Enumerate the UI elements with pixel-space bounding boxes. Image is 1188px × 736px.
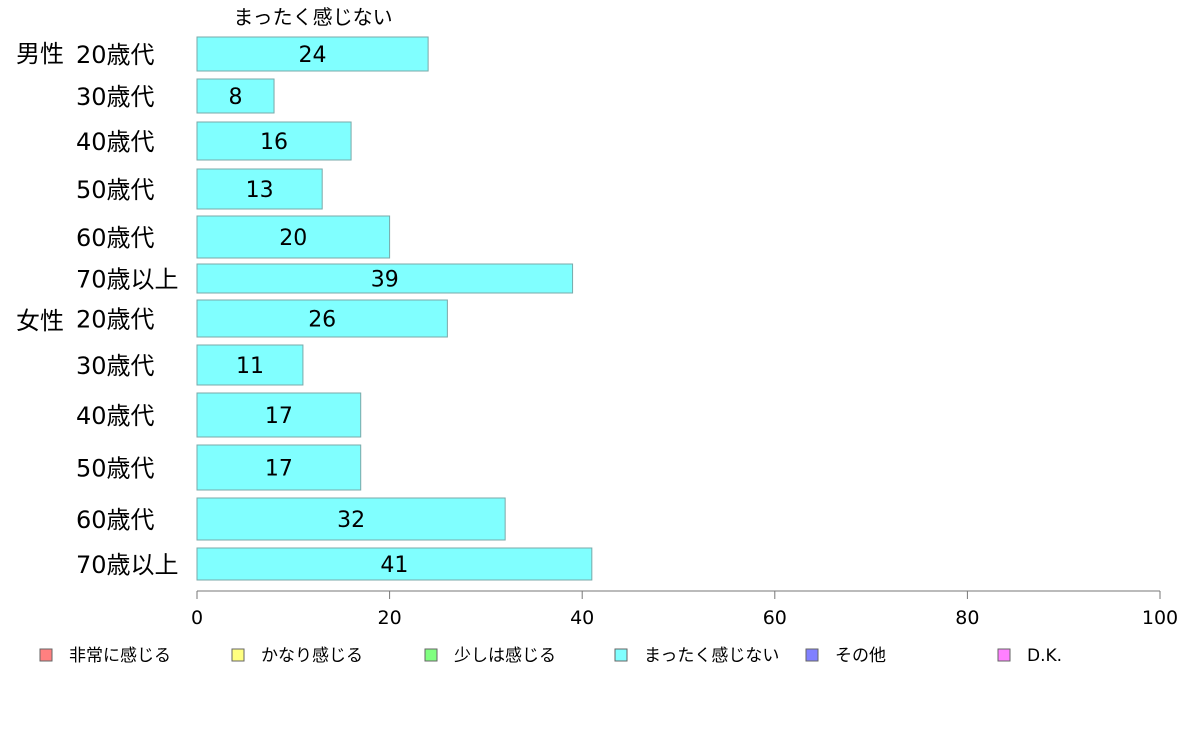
- legend: 非常に感じる かなり感じる 少しは感じる まったく感じない その他 D.K.: [39, 646, 1062, 666]
- category-label: 20歳代: [76, 41, 155, 69]
- x-tick-label: 80: [955, 607, 979, 629]
- legend-swatch: [39, 648, 53, 662]
- category-label: 40歳代: [76, 402, 155, 430]
- bar: [196, 497, 506, 541]
- bar-value-label: 8: [229, 85, 243, 110]
- category-label: 70歳以上: [76, 266, 179, 294]
- bar: [196, 344, 304, 386]
- category-label: 30歳代: [76, 83, 155, 111]
- bar: [196, 299, 448, 338]
- x-axis: 0 20 40 60 80 100: [191, 590, 1178, 629]
- category-label: 50歳代: [76, 455, 155, 483]
- bar: [196, 215, 391, 259]
- x-tick-label: 100: [1142, 607, 1178, 629]
- bar-value-label: 20: [279, 226, 307, 251]
- category-label: 30歳代: [76, 352, 155, 380]
- bar: [196, 392, 362, 438]
- bar: [196, 78, 275, 114]
- category-label: 50歳代: [76, 176, 155, 204]
- legend-swatch: [805, 648, 819, 662]
- x-tick-label: 20: [378, 607, 402, 629]
- bar-value-label: 39: [371, 268, 399, 293]
- group-label-male: 男性: [16, 40, 64, 68]
- bar-value-label: 11: [236, 354, 264, 379]
- legend-swatch: [424, 648, 438, 662]
- category-label: 70歳以上: [76, 551, 179, 579]
- bar-value-label: 32: [337, 508, 365, 533]
- legend-swatch: [997, 648, 1011, 662]
- legend-label: その他: [835, 646, 886, 666]
- bar-value-label: 13: [246, 178, 274, 203]
- bar: [196, 36, 429, 72]
- category-label: 60歳代: [76, 506, 155, 534]
- category-labels: 20歳代 30歳代 40歳代 50歳代 60歳代 70歳以上 20歳代 30歳代 40歳代 50歳…: [76, 41, 179, 579]
- x-tick-label: 40: [570, 607, 594, 629]
- bar: [196, 121, 352, 161]
- legend-label: まったく感じない: [644, 646, 779, 666]
- bar-value-label: 41: [380, 553, 408, 578]
- bar: [196, 168, 323, 210]
- bar: [196, 263, 574, 294]
- legend-label: D.K.: [1027, 646, 1062, 666]
- x-tick-label: 0: [191, 607, 203, 629]
- group-label-female: 女性: [16, 307, 64, 335]
- bar-value-label: 26: [308, 308, 336, 333]
- x-tick-label: 60: [763, 607, 787, 629]
- legend-label: かなり感じる: [261, 646, 363, 666]
- bar: [196, 547, 593, 581]
- legend-swatch: [614, 648, 628, 662]
- category-label: 40歳代: [76, 128, 155, 156]
- bar: [196, 444, 362, 491]
- bar-value-label: 24: [299, 43, 327, 68]
- bar-value-label: 17: [265, 404, 293, 429]
- category-label: 20歳代: [76, 306, 155, 334]
- series-title: まったく感じない: [233, 5, 392, 29]
- bar-value-label: 16: [260, 130, 288, 155]
- legend-label: 少しは感じる: [454, 646, 556, 666]
- bar-value-label: 17: [265, 457, 293, 482]
- category-label: 60歳代: [76, 224, 155, 252]
- legend-swatch: [231, 648, 245, 662]
- legend-label: 非常に感じる: [69, 646, 171, 666]
